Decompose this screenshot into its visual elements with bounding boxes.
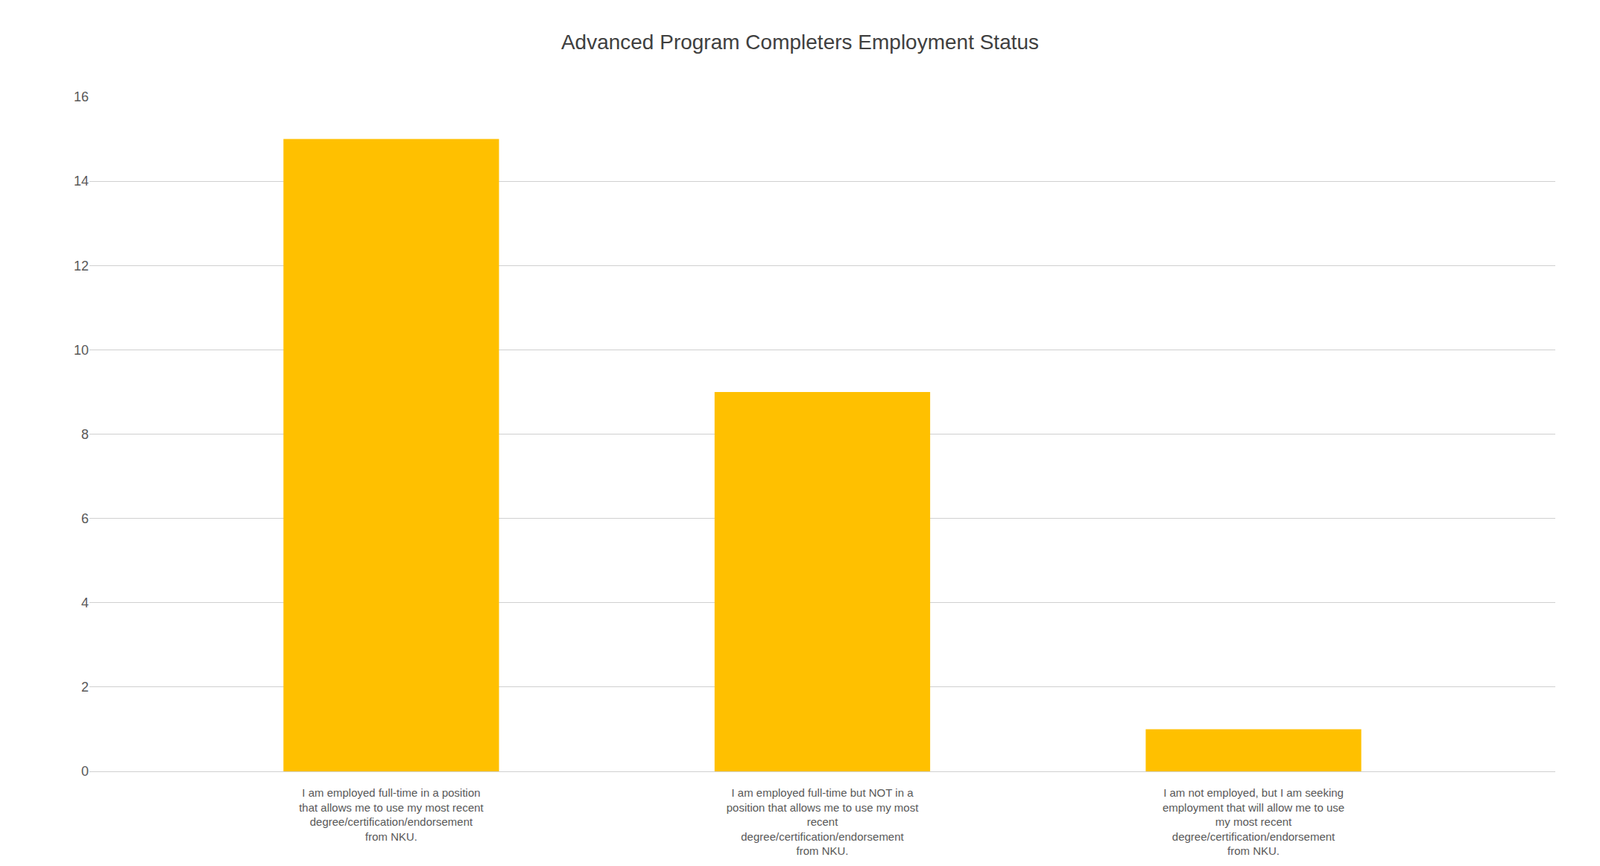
svg-text:12: 12 xyxy=(73,258,89,274)
svg-text:I am employed full-time in a p: I am employed full-time in a positiontha… xyxy=(298,786,484,843)
svg-text:2: 2 xyxy=(81,679,89,695)
svg-text:I am not employed, but I am se: I am not employed, but I am seekingemplo… xyxy=(1162,786,1345,858)
svg-text:8: 8 xyxy=(81,427,89,442)
svg-text:Advanced Program Completers Em: Advanced Program Completers Employment S… xyxy=(561,30,1039,54)
svg-text:14: 14 xyxy=(73,173,89,189)
svg-text:0: 0 xyxy=(81,763,89,779)
svg-text:6: 6 xyxy=(81,511,89,527)
svg-text:16: 16 xyxy=(73,89,89,105)
svg-text:I am employed full-time but NO: I am employed full-time but NOT in aposi… xyxy=(726,786,919,858)
svg-text:10: 10 xyxy=(73,342,89,358)
svg-text:4: 4 xyxy=(81,595,89,611)
